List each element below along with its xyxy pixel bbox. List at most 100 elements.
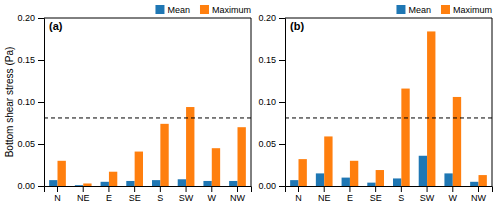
tick-label: 0.10 bbox=[17, 97, 35, 107]
legend-item: Mean bbox=[396, 5, 431, 15]
tick-label: NW bbox=[230, 193, 245, 202]
tick-mark bbox=[134, 186, 135, 192]
tick-mark bbox=[375, 186, 376, 192]
legend: Mean Maximum bbox=[396, 5, 492, 15]
y-tick: 0.05 bbox=[258, 139, 285, 149]
tick-label: NE bbox=[318, 193, 331, 202]
legend: Mean Maximum bbox=[155, 5, 251, 15]
bar-series bbox=[58, 107, 246, 186]
y-tick: 0.00 bbox=[258, 181, 285, 191]
frame bbox=[492, 18, 493, 186]
legend-item: Maximum bbox=[441, 5, 492, 15]
bar bbox=[401, 89, 409, 186]
y-tick: 0.15 bbox=[258, 55, 285, 65]
panel-label: (a) bbox=[49, 20, 63, 32]
bar bbox=[160, 124, 168, 186]
bar bbox=[290, 180, 298, 186]
x-tick: W bbox=[449, 186, 458, 202]
bar bbox=[83, 183, 91, 186]
y-tick: 0.00 bbox=[17, 181, 44, 191]
plot-area bbox=[44, 107, 251, 186]
x-tick: N bbox=[54, 186, 61, 202]
bar bbox=[299, 159, 307, 186]
tick-mark bbox=[186, 186, 187, 192]
bar bbox=[203, 181, 211, 186]
bar bbox=[316, 173, 324, 186]
tick-label: N bbox=[54, 193, 61, 202]
y-tick: 0.15 bbox=[17, 55, 44, 65]
bar bbox=[367, 183, 375, 186]
x-tick: E bbox=[347, 186, 353, 202]
plot-area bbox=[285, 31, 492, 186]
bar bbox=[324, 136, 332, 186]
tick-label: S bbox=[157, 193, 163, 202]
bar bbox=[444, 173, 452, 186]
x-tick: SE bbox=[370, 186, 382, 202]
panel: 0.000.050.100.150.20NNEESESSWWNW(a) bbox=[17, 13, 251, 202]
tick-mark bbox=[298, 186, 299, 192]
tick-label: 0.20 bbox=[258, 13, 276, 23]
tick-label: SW bbox=[420, 193, 435, 202]
bar bbox=[212, 148, 220, 186]
reference-line bbox=[285, 117, 492, 118]
axis-line bbox=[286, 187, 493, 193]
tick-label: NW bbox=[471, 193, 486, 202]
bar bbox=[470, 182, 478, 186]
y-tick: 0.10 bbox=[17, 97, 44, 107]
tick-label: 0.00 bbox=[17, 181, 35, 191]
chart: 0.000.050.100.150.20NNEESESSWWNW(a)Botto… bbox=[0, 0, 500, 202]
x-tick: SW bbox=[179, 186, 194, 202]
bar bbox=[75, 185, 83, 186]
tick-label: N bbox=[295, 193, 302, 202]
x-tick: W bbox=[208, 186, 217, 202]
legend-swatch bbox=[200, 5, 209, 14]
x-tick: NE bbox=[77, 186, 90, 202]
tick-label: W bbox=[449, 193, 458, 202]
y-tick: 0.20 bbox=[258, 13, 285, 23]
bar bbox=[376, 170, 384, 186]
x-tick: S bbox=[398, 186, 404, 202]
x-axis: NNEESESSWWNW bbox=[45, 186, 252, 202]
bar bbox=[229, 181, 237, 186]
frame bbox=[251, 18, 252, 186]
tick-mark bbox=[38, 60, 44, 61]
legend-swatch bbox=[155, 5, 164, 14]
x-tick: NW bbox=[230, 186, 245, 202]
tick-label: 0.05 bbox=[258, 139, 276, 149]
panel: 0.000.050.100.150.20NNEESESSWWNW(b) bbox=[258, 13, 492, 202]
tick-mark bbox=[211, 186, 212, 192]
tick-label: 0.15 bbox=[17, 55, 35, 65]
bar-series bbox=[299, 31, 487, 186]
x-tick: N bbox=[295, 186, 302, 202]
tick-label: SW bbox=[179, 193, 194, 202]
tick-label: S bbox=[398, 193, 404, 202]
bar bbox=[49, 180, 57, 186]
bar bbox=[152, 180, 160, 186]
x-tick: S bbox=[157, 186, 163, 202]
tick-mark bbox=[401, 186, 402, 192]
tick-mark bbox=[38, 144, 44, 145]
y-axis-title: Bottom shear stress (Pa) bbox=[4, 47, 15, 158]
tick-label: E bbox=[106, 193, 112, 202]
tick-mark bbox=[349, 186, 350, 192]
bar bbox=[126, 181, 134, 186]
bar-series bbox=[49, 179, 237, 186]
bar bbox=[427, 31, 435, 186]
y-tick: 0.20 bbox=[17, 13, 44, 23]
x-tick: E bbox=[106, 186, 112, 202]
tick-mark bbox=[237, 186, 238, 192]
reference-line bbox=[44, 117, 251, 118]
tick-label: 0.10 bbox=[258, 97, 276, 107]
tick-mark bbox=[452, 186, 453, 192]
tick-label: SE bbox=[370, 193, 382, 202]
bar bbox=[58, 161, 66, 186]
legend-label: Maximum bbox=[453, 5, 492, 15]
legend-label: Mean bbox=[408, 5, 431, 15]
bar bbox=[350, 161, 358, 186]
tick-mark bbox=[324, 186, 325, 192]
legend-label: Maximum bbox=[212, 5, 251, 15]
tick-label: NE bbox=[77, 193, 90, 202]
tick-mark bbox=[38, 18, 44, 19]
tick-label: 0.05 bbox=[17, 139, 35, 149]
legend-item: Mean bbox=[155, 5, 190, 15]
